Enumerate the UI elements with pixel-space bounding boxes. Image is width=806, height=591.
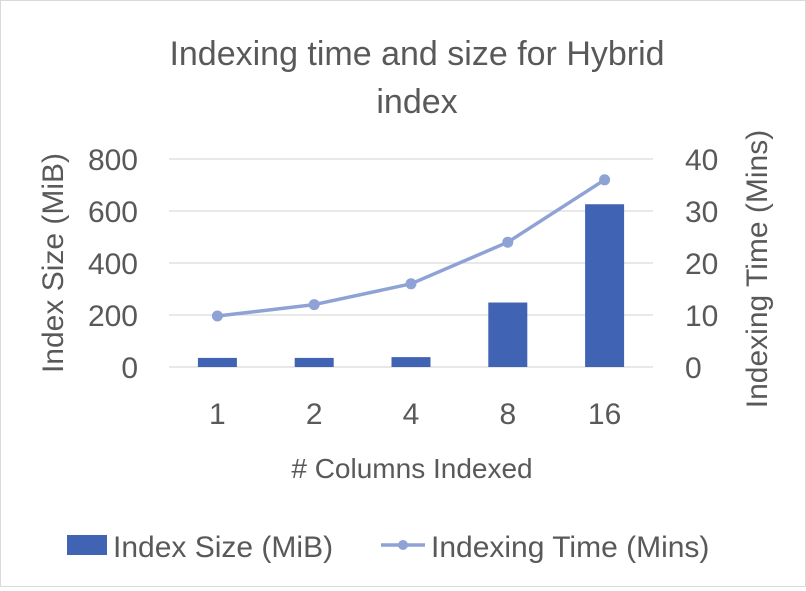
line-series	[211, 174, 611, 322]
legend-bar-swatch	[67, 535, 107, 555]
legend: Index Size (MiB) Indexing Time (Mins)	[67, 531, 709, 564]
x-tick-label: 16	[588, 398, 621, 431]
chart-title-line-1: Indexing time and size for Hybrid	[169, 35, 664, 73]
y-tick-label-left: 600	[88, 196, 138, 229]
legend-bar-label: Index Size (MiB)	[113, 531, 333, 564]
y-tick-label-left: 0	[121, 352, 138, 385]
gridlines	[169, 158, 653, 368]
line-point	[211, 310, 223, 322]
series-line	[217, 178, 606, 318]
bar	[488, 302, 528, 367]
y-tick-label-left: 800	[88, 144, 138, 177]
y-tick-label-left: 400	[88, 248, 138, 281]
bar	[391, 357, 431, 367]
line-point	[405, 278, 417, 290]
y-axis-label-right: Indexing Time (Mins)	[741, 130, 774, 408]
y-tick-label-right: 30	[685, 196, 718, 229]
bar	[585, 204, 625, 367]
bar-series	[197, 204, 625, 367]
bar	[294, 357, 334, 367]
line-point	[502, 236, 514, 248]
x-axis-label: # Columns Indexed	[291, 453, 532, 484]
line-point	[599, 174, 611, 186]
legend-line-marker	[398, 540, 408, 550]
chart-title-line-2: index	[376, 83, 457, 121]
x-tick-label: 2	[306, 398, 323, 431]
y-tick-label-right: 10	[685, 300, 718, 333]
bar	[197, 357, 237, 367]
y-axis-right-ticks: 0 10 20 30 40	[685, 144, 718, 385]
y-tick-label-left: 200	[88, 300, 138, 333]
y-axis-label-left: Index Size (MiB)	[37, 153, 70, 373]
line-point	[308, 299, 320, 311]
x-axis-ticks: 1 2 4 8 16	[209, 398, 621, 431]
x-tick-label: 1	[209, 398, 226, 431]
legend-line-label: Indexing Time (Mins)	[431, 531, 709, 564]
y-tick-label-right: 20	[685, 248, 718, 281]
x-tick-label: 8	[499, 398, 516, 431]
x-tick-label: 4	[403, 398, 420, 431]
y-tick-label-right: 0	[685, 352, 702, 385]
y-tick-label-right: 40	[685, 144, 718, 177]
y-axis-left-ticks: 0 200 400 600 800	[88, 144, 138, 385]
